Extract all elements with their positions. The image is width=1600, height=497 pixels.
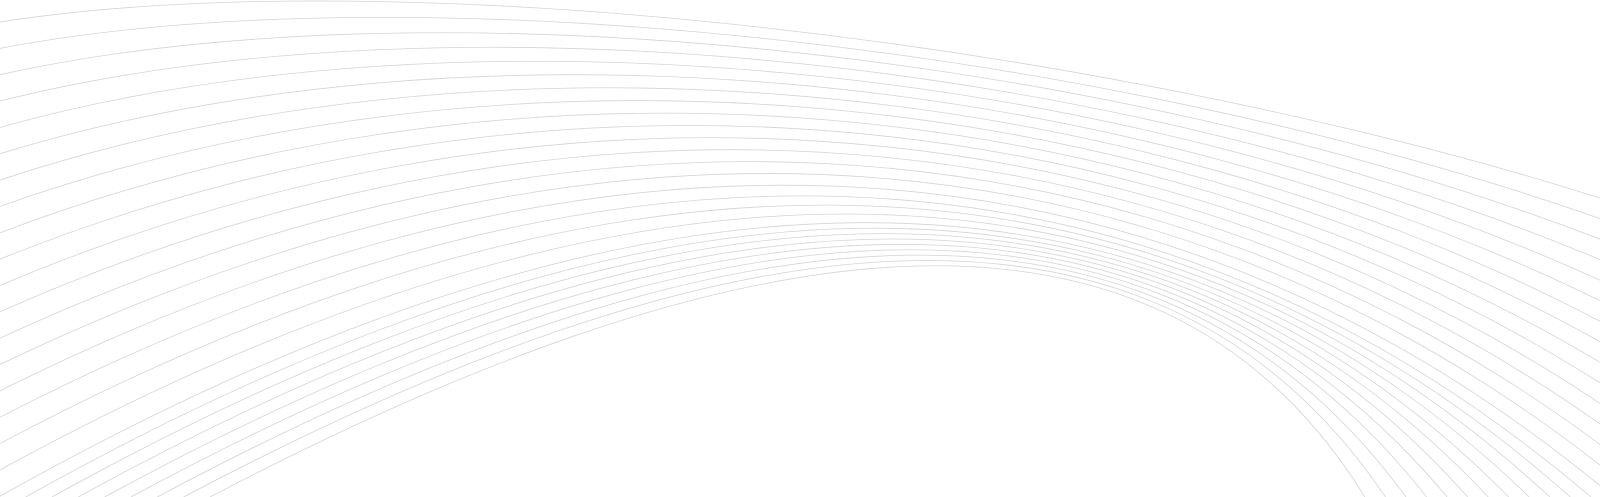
wave-line [209, 265, 1366, 497]
wave-line [157, 254, 1407, 497]
wave-line [104, 244, 1448, 497]
wave-line [78, 238, 1468, 497]
wave-line [0, 87, 1600, 322]
wave-line [130, 249, 1427, 497]
wave-line [0, 137, 1600, 404]
wave-line [0, 161, 1600, 445]
wave-line [0, 222, 1530, 497]
wave-line [0, 100, 1600, 343]
wave-line [0, 0, 1600, 199]
wave-line [0, 149, 1600, 425]
wave-line [0, 60, 1600, 281]
wave-line [0, 16, 1600, 219]
wave-line [0, 74, 1600, 302]
wave-line [0, 204, 1571, 497]
wave-line [0, 125, 1600, 384]
wave-line [183, 260, 1386, 497]
wave-line [51, 233, 1489, 497]
wave-line [0, 173, 1600, 466]
wave-line [0, 213, 1551, 497]
wave-line [0, 195, 1592, 497]
wave-line [0, 32, 1600, 240]
wave-line [25, 227, 1510, 497]
wave-line [0, 184, 1600, 486]
wave-line [0, 112, 1600, 363]
wave-line [0, 46, 1600, 260]
